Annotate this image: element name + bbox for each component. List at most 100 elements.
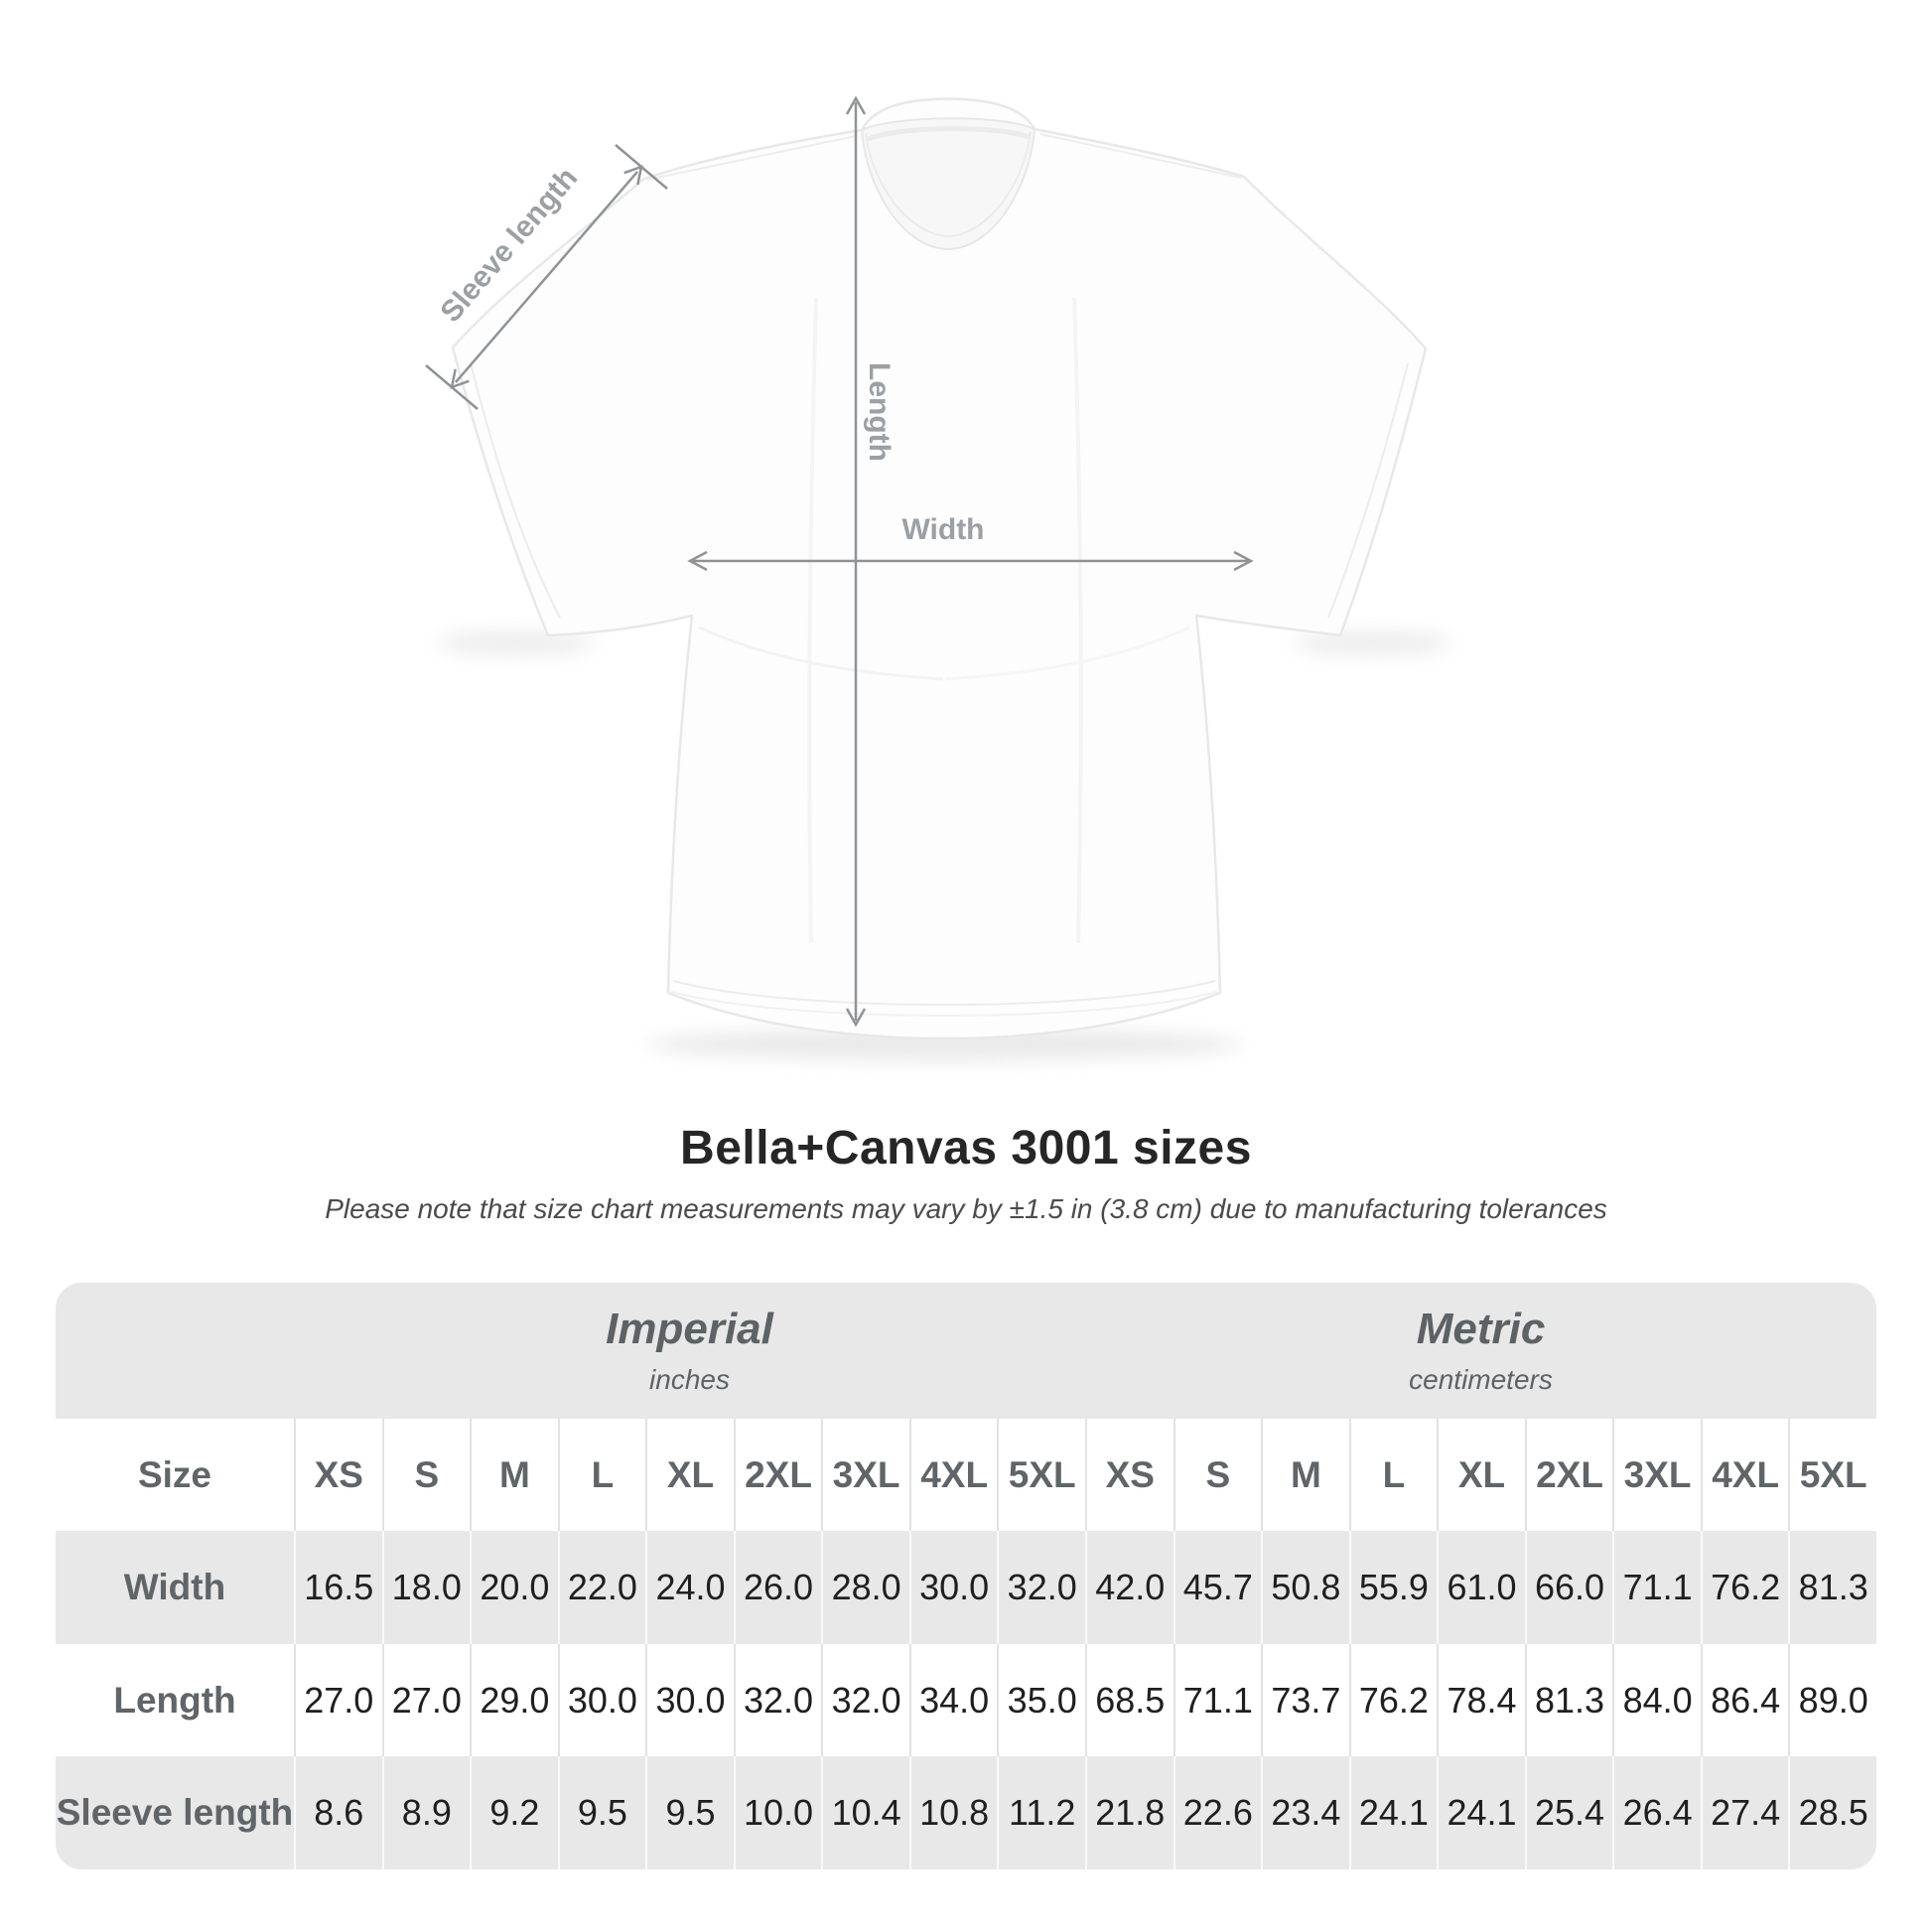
tshirt-measurement-diagram: Sleeve length Length Width [425,95,1451,1060]
size-header: S [1173,1419,1262,1532]
size-header: 5XL [997,1419,1085,1532]
metric-group-name: Metric [1416,1305,1546,1354]
table-cell: 9.5 [557,1756,646,1870]
table-row-sleeve-length: Sleeve length 8.6 8.9 9.2 9.5 9.5 10.0 1… [56,1756,1876,1870]
table-cell: 45.7 [1173,1531,1262,1645]
table-cell: 73.7 [1261,1644,1349,1757]
size-header: L [557,1419,646,1532]
table-cell: 30.0 [908,1531,998,1645]
corner-spacer [56,1283,294,1419]
table-cell: 9.2 [470,1756,558,1870]
page-subtitle: Please note that size chart measurements… [325,1192,1607,1224]
table-row-width: Width 16.5 18.0 20.0 22.0 24.0 26.0 28.0… [56,1531,1876,1645]
table-cell: 9.5 [645,1756,734,1870]
table-cell: 68.5 [1085,1644,1173,1757]
table-cell: 27.0 [294,1644,382,1757]
table-cell: 76.2 [1700,1531,1789,1645]
table-cell: 29.0 [470,1644,558,1757]
size-header: 3XL [821,1419,909,1532]
table-cell: 28.5 [1788,1756,1876,1870]
table-cell: 26.4 [1612,1756,1701,1870]
metric-group-header: Metric centimeters [1085,1283,1876,1419]
tshirt-shadow [437,631,1451,1060]
table-cell: 20.0 [470,1531,558,1645]
table-cell: 22.6 [1173,1756,1262,1870]
table-cell: 24.1 [1348,1756,1438,1870]
table-cell: 34.0 [908,1644,998,1757]
table-cell: 81.3 [1524,1644,1613,1757]
size-header: 2XL [1524,1419,1613,1532]
tshirt-graphic [451,97,1428,1040]
size-corner-label: Size [137,1453,212,1495]
size-header: S [381,1419,471,1532]
table-cell: 84.0 [1612,1644,1701,1757]
row-label: Length [113,1679,236,1721]
table-cell: 71.1 [1173,1644,1262,1757]
size-header: XS [294,1419,382,1532]
table-cell: 27.0 [381,1644,471,1757]
table-cell: 55.9 [1348,1531,1438,1645]
table-cell: 26.0 [733,1531,822,1645]
length-label: Length [863,362,896,462]
table-cell: 10.4 [821,1756,909,1870]
width-label: Width [901,513,984,546]
table-cell: 10.8 [908,1756,998,1870]
table-cell: 21.8 [1085,1756,1173,1870]
table-cell: 8.9 [381,1756,471,1870]
table-cell: 24.1 [1437,1756,1525,1870]
table-cell: 11.2 [997,1756,1085,1870]
table-cell: 42.0 [1085,1531,1173,1645]
table-cell: 30.0 [557,1644,646,1757]
table-cell: 16.5 [294,1531,382,1645]
table-cell: 27.4 [1700,1756,1789,1870]
size-header: 4XL [908,1419,998,1532]
page-title: Bella+Canvas 3001 sizes [680,1122,1252,1174]
table-cell: 23.4 [1261,1756,1349,1870]
size-header: XL [645,1419,734,1532]
table-cell: 89.0 [1788,1644,1876,1757]
table-cell: 76.2 [1348,1644,1438,1757]
table-cell: 32.0 [821,1644,909,1757]
table-cell: 32.0 [733,1644,822,1757]
table-cell: 71.1 [1612,1531,1701,1645]
row-label: Width [123,1567,226,1608]
imperial-group-name: Imperial [606,1305,773,1354]
table-row-length: Length 27.0 27.0 29.0 30.0 30.0 32.0 32.… [56,1644,1876,1757]
sleeve-length-arrow [425,144,668,410]
table-cell: 35.0 [997,1644,1085,1757]
size-header: XL [1437,1419,1525,1532]
size-header: M [470,1419,558,1532]
table-cell: 18.0 [381,1531,471,1645]
table-cell: 78.4 [1437,1644,1525,1757]
tshirt-diagram-svg: Sleeve length Length Width [425,95,1451,1060]
width-arrow [687,550,1254,572]
unit-header-band: Imperial inches Metric centimeters [56,1283,1876,1420]
imperial-group-unit: inches [649,1363,730,1395]
table-cell: 50.8 [1261,1531,1349,1645]
size-table: Imperial inches Metric centimeters Size … [56,1283,1876,1870]
table-cell: 28.0 [821,1531,909,1645]
table-cell: 24.0 [645,1531,734,1645]
imperial-group-header: Imperial inches [294,1283,1085,1419]
table-cell: 10.0 [733,1756,822,1870]
size-header: 3XL [1612,1419,1701,1532]
row-label: Sleeve length [56,1792,294,1834]
size-header: 2XL [733,1419,822,1532]
size-header: 4XL [1700,1419,1789,1532]
table-cell: 32.0 [997,1531,1085,1645]
size-header: M [1261,1419,1349,1532]
metric-group-unit: centimeters [1409,1363,1553,1395]
table-cell: 81.3 [1788,1531,1876,1645]
table-cell: 61.0 [1437,1531,1525,1645]
size-header: L [1348,1419,1438,1532]
size-header: XS [1085,1419,1173,1532]
table-cell: 86.4 [1700,1644,1789,1757]
table-cell: 30.0 [645,1644,734,1757]
table-row-sizes: Size XS S M L XL 2XL 3XL 4XL 5XL XS S M … [56,1419,1876,1532]
table-cell: 8.6 [294,1756,382,1870]
size-header: 5XL [1788,1419,1876,1532]
table-cell: 22.0 [557,1531,646,1645]
table-cell: 25.4 [1524,1756,1613,1870]
table-cell: 66.0 [1524,1531,1613,1645]
